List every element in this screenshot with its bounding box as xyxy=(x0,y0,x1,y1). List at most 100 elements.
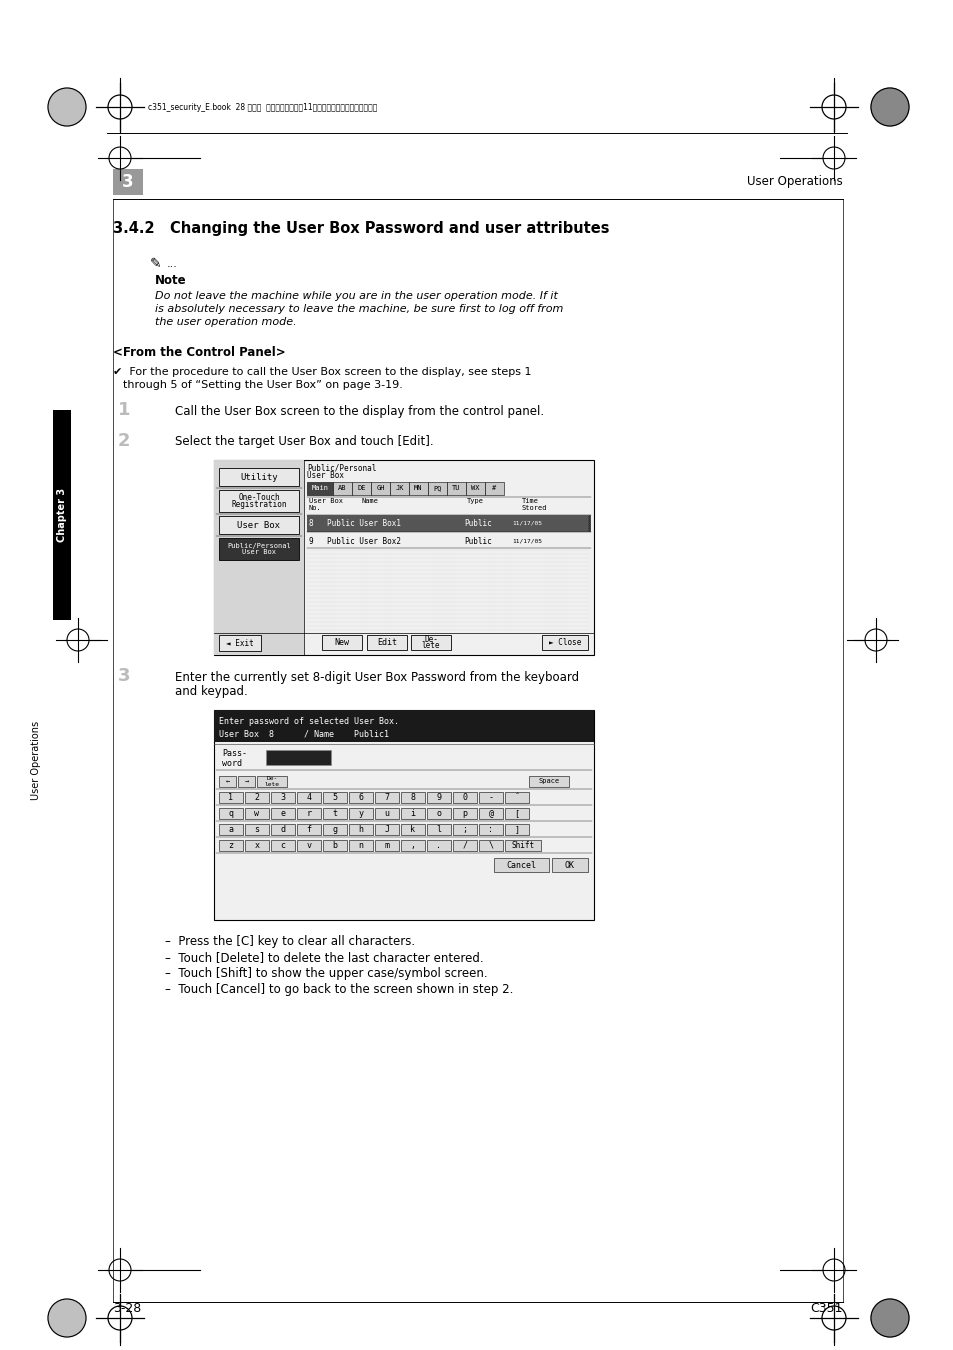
Text: User Box: User Box xyxy=(242,549,275,555)
Bar xyxy=(465,482,484,495)
Bar xyxy=(296,792,320,803)
Text: 9: 9 xyxy=(436,792,441,802)
Bar xyxy=(400,840,424,850)
Text: Public User Box1: Public User Box1 xyxy=(327,518,400,528)
Text: ► Close: ► Close xyxy=(548,639,580,647)
Bar xyxy=(504,792,529,803)
Bar xyxy=(541,634,587,649)
Bar xyxy=(349,809,373,819)
Bar xyxy=(256,776,287,787)
Text: No.: No. xyxy=(309,505,321,512)
Text: 11/17/05: 11/17/05 xyxy=(512,521,541,525)
Bar xyxy=(552,859,587,872)
Text: Edit: Edit xyxy=(376,639,396,647)
Bar xyxy=(349,824,373,836)
Text: q: q xyxy=(229,809,233,818)
Text: lete: lete xyxy=(421,641,439,651)
Text: –  Touch [Cancel] to go back to the screen shown in step 2.: – Touch [Cancel] to go back to the scree… xyxy=(165,984,513,996)
Bar xyxy=(453,809,476,819)
Text: Time: Time xyxy=(521,498,538,504)
Text: TU: TU xyxy=(452,486,460,491)
Text: 11/17/05: 11/17/05 xyxy=(512,539,541,544)
Text: Public/Personal: Public/Personal xyxy=(227,543,291,549)
Text: Type: Type xyxy=(467,498,483,504)
Bar xyxy=(400,809,424,819)
Text: 3: 3 xyxy=(118,667,131,684)
Bar xyxy=(323,792,347,803)
Text: @: @ xyxy=(488,809,493,818)
Bar xyxy=(453,824,476,836)
Text: Enter the currently set 8-digit User Box Password from the keyboard: Enter the currently set 8-digit User Box… xyxy=(174,671,578,683)
Text: Pass-: Pass- xyxy=(222,749,247,759)
Text: New: New xyxy=(335,639,349,647)
Text: ←: ← xyxy=(225,779,230,784)
Text: z: z xyxy=(229,841,233,850)
Text: is absolutely necessary to leave the machine, be sure first to log off from: is absolutely necessary to leave the mac… xyxy=(154,304,563,315)
Bar xyxy=(371,482,390,495)
Text: the user operation mode.: the user operation mode. xyxy=(154,317,296,327)
Bar xyxy=(411,634,451,649)
Text: OK: OK xyxy=(564,860,575,869)
Bar xyxy=(504,840,540,850)
Bar xyxy=(349,840,373,850)
Bar xyxy=(478,809,502,819)
Bar xyxy=(323,824,347,836)
Text: c: c xyxy=(280,841,285,850)
Text: .: . xyxy=(436,841,441,850)
Text: One-Touch: One-Touch xyxy=(238,493,279,502)
Text: Public: Public xyxy=(463,536,491,545)
Text: e: e xyxy=(280,809,285,818)
Bar xyxy=(453,840,476,850)
Text: 2: 2 xyxy=(118,432,131,450)
Text: Space: Space xyxy=(537,779,559,784)
Bar xyxy=(375,809,398,819)
Text: De-: De- xyxy=(266,776,277,782)
Bar xyxy=(400,824,424,836)
Text: p: p xyxy=(462,809,467,818)
Text: GH: GH xyxy=(375,486,384,491)
Bar xyxy=(494,859,548,872)
Text: ̂: ̂ xyxy=(514,792,519,802)
Bar xyxy=(427,792,451,803)
Bar xyxy=(245,840,269,850)
Bar xyxy=(271,824,294,836)
Bar xyxy=(349,792,373,803)
Text: ✎: ✎ xyxy=(150,256,161,271)
Text: c351_security_E.book  28 ページ  　２００７年４月11日　水曜日　午前１０晎１９分: c351_security_E.book 28 ページ ２００７年４月11日 水… xyxy=(148,104,377,112)
Text: –  Touch [Shift] to show the upper case/symbol screen.: – Touch [Shift] to show the upper case/s… xyxy=(165,968,487,980)
Text: 5: 5 xyxy=(333,792,337,802)
Text: through 5 of “Setting the User Box” on page 3-19.: through 5 of “Setting the User Box” on p… xyxy=(123,379,402,390)
Bar xyxy=(245,809,269,819)
Text: 1: 1 xyxy=(229,792,233,802)
Text: 1: 1 xyxy=(118,401,131,418)
Bar xyxy=(367,634,407,649)
Text: User Operations: User Operations xyxy=(30,721,41,799)
Bar xyxy=(307,514,590,532)
Text: #: # xyxy=(492,486,497,491)
Text: PQ: PQ xyxy=(433,486,441,491)
Text: and keypad.: and keypad. xyxy=(174,684,248,698)
Text: /: / xyxy=(462,841,467,850)
Text: 3-28: 3-28 xyxy=(112,1301,141,1315)
Text: h: h xyxy=(358,825,363,834)
Bar xyxy=(427,840,451,850)
Bar xyxy=(219,809,243,819)
Text: User Box: User Box xyxy=(307,471,344,481)
Text: ✔  For the procedure to call the User Box screen to the display, see steps 1: ✔ For the procedure to call the User Box… xyxy=(112,367,531,377)
Text: g: g xyxy=(333,825,337,834)
Bar xyxy=(213,460,304,655)
Text: Registration: Registration xyxy=(231,500,287,509)
Text: s: s xyxy=(254,825,259,834)
Text: Name: Name xyxy=(361,498,378,504)
Bar xyxy=(245,824,269,836)
Text: -: - xyxy=(488,792,493,802)
Bar xyxy=(307,482,333,495)
Text: d: d xyxy=(280,825,285,834)
Text: \: \ xyxy=(488,841,493,850)
Text: Stored: Stored xyxy=(521,505,547,512)
Bar xyxy=(53,410,71,620)
Text: JK: JK xyxy=(395,486,403,491)
Circle shape xyxy=(870,88,908,126)
Bar xyxy=(219,634,261,651)
Text: ;: ; xyxy=(462,825,467,834)
